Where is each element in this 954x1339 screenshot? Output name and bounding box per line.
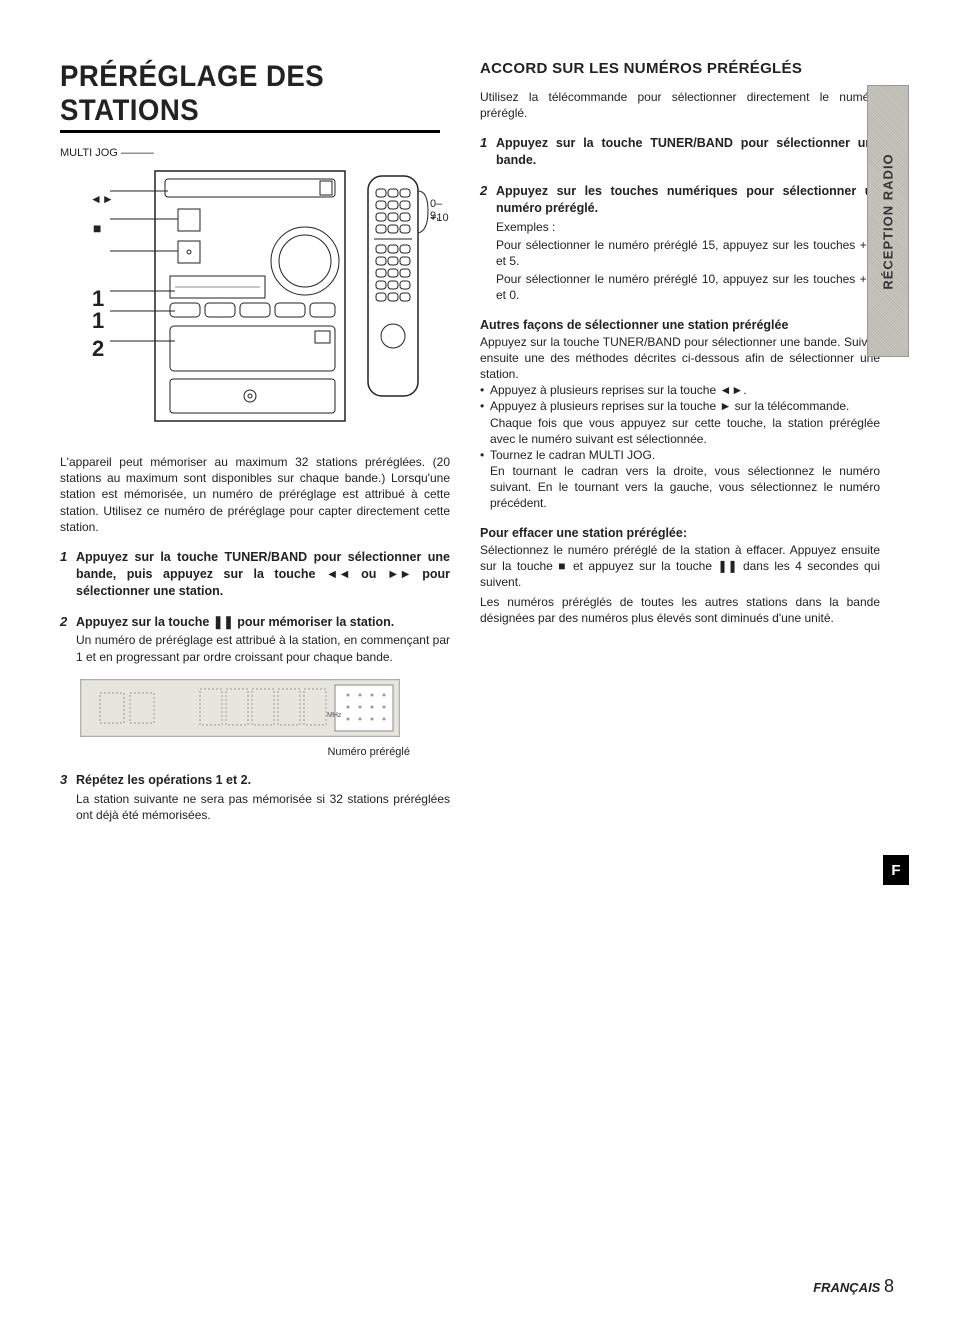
r-step-2-ex2: Pour sélectionner le numéro préréglé 10,…: [496, 271, 880, 303]
alt-head: Autres façons de sélectionner une statio…: [480, 318, 880, 332]
step-3-sub: La station suivante ne sera pas mémorisé…: [76, 791, 450, 823]
section-title: ACCORD SUR LES NUMÉROS PRÉRÉGLÉS: [480, 60, 880, 79]
right-column: ACCORD SUR LES NUMÉROS PRÉRÉGLÉS Utilise…: [480, 60, 880, 823]
left-column: PRÉRÉGLAGE DES STATIONS MULTI JOG ———: [60, 60, 450, 823]
right-intro: Utilisez la télécommande pour sélectionn…: [480, 89, 880, 121]
multi-jog-label: MULTI JOG ———: [60, 147, 450, 159]
intro-text: L'appareil peut mémoriser au maximum 32 …: [60, 454, 450, 535]
title-rule: [60, 130, 440, 133]
alt-bullet-3: • Tournez le cadran MULTI JOG. En tourna…: [480, 447, 880, 512]
language-tab: F: [883, 855, 909, 885]
step-2-head: Appuyez sur la touche ❚❚ pour mémoriser …: [76, 614, 450, 631]
callout-play: ◄►: [90, 192, 114, 206]
r-step-1: 1 Appuyez sur la touche TUNER/BAND pour …: [480, 135, 880, 169]
alt-bullet-2: • Appuyez à plusieurs reprises sur la to…: [480, 398, 880, 447]
r-step-2-head: Appuyez sur les touches numériques pour …: [496, 183, 880, 217]
alt-bullet-1: •Appuyez à plusieurs reprises sur la tou…: [480, 382, 880, 398]
display-figure: MHz: [80, 679, 450, 742]
r-step-2-ex1: Pour sélectionner le numéro préréglé 15,…: [496, 237, 880, 269]
r-step-2-ex-label: Exemples :: [496, 219, 880, 235]
step-3-head: Répétez les opérations 1 et 2.: [76, 772, 450, 789]
step-2-sub: Un numéro de préréglage est attribué à l…: [76, 632, 450, 664]
device-diagram: ◄► ■ 1 1 2 0–9, +10: [60, 161, 450, 436]
remote-plus10-label: +10: [430, 212, 449, 224]
step-3: 3 Répétez les opérations 1 et 2. La stat…: [60, 772, 450, 823]
erase-p2: Les numéros préréglés de toutes les autr…: [480, 594, 880, 626]
alt-intro: Appuyez sur la touche TUNER/BAND pour sé…: [480, 334, 880, 383]
callout-1b: 1: [92, 308, 104, 334]
step-1-head: Appuyez sur la touche TUNER/BAND pour sé…: [76, 549, 450, 600]
erase-head: Pour effacer une station préréglée:: [480, 526, 880, 540]
callout-stop: ■: [93, 220, 101, 236]
display-caption: Numéro préréglé: [60, 746, 410, 758]
callout-2: 2: [92, 336, 104, 362]
step-1: 1 Appuyez sur la touche TUNER/BAND pour …: [60, 549, 450, 600]
page-title: PRÉRÉGLAGE DES STATIONS: [60, 60, 419, 128]
erase-p1: Sélectionnez le numéro préréglé de la st…: [480, 542, 880, 591]
section-tab: RÉCEPTION RADIO: [867, 85, 909, 357]
page-footer: FRANÇAIS 8: [813, 1276, 894, 1297]
r-step-2: 2 Appuyez sur les touches numériques pou…: [480, 183, 880, 304]
svg-text:MHz: MHz: [327, 712, 342, 719]
step-2: 2 Appuyez sur la touche ❚❚ pour mémorise…: [60, 614, 450, 665]
r-step-1-head: Appuyez sur la touche TUNER/BAND pour sé…: [496, 135, 880, 169]
